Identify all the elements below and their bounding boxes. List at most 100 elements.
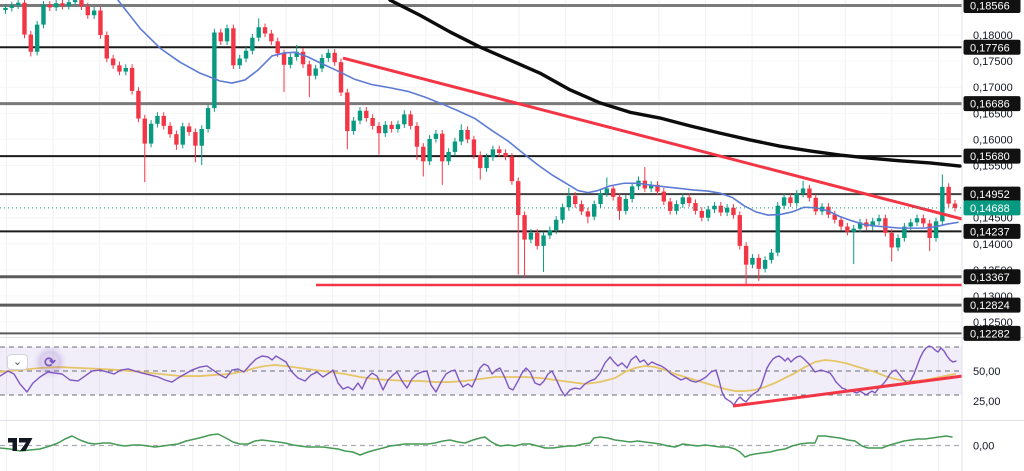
candle-body xyxy=(528,232,534,240)
candle-body xyxy=(807,188,812,198)
candle-body xyxy=(41,4,46,25)
candle-body xyxy=(212,32,217,109)
price-axis-badge-text: 0,13367 xyxy=(970,272,1010,284)
candle-body xyxy=(376,125,382,134)
candle-body xyxy=(471,139,477,156)
price-axis-label: 0,14500 xyxy=(973,213,1013,225)
candle-body xyxy=(110,58,116,66)
candle-body xyxy=(661,191,667,202)
candle-body xyxy=(718,205,723,213)
candle-body xyxy=(79,0,84,7)
price-axis-badge xyxy=(963,186,1021,202)
candle-body xyxy=(117,65,122,72)
candle-body xyxy=(9,5,15,8)
candle-body xyxy=(876,218,882,222)
candle-body xyxy=(883,218,888,233)
candle-body xyxy=(98,10,103,36)
candle-body xyxy=(218,32,223,42)
candle-body xyxy=(281,53,287,65)
candle-body xyxy=(199,128,204,146)
rsi-axis-label: 25,00 xyxy=(973,396,1001,408)
price-axis-badge xyxy=(963,0,1021,14)
candle-body xyxy=(731,207,736,216)
candle-body xyxy=(598,193,603,205)
price-axis-label: 0,16000 xyxy=(973,134,1013,146)
indicator-refresh-icon[interactable]: ⟳ xyxy=(41,353,59,371)
candle-body xyxy=(383,124,388,134)
candle-body xyxy=(838,219,844,227)
candle-body xyxy=(53,3,59,8)
candle-body xyxy=(648,184,654,189)
candle-body xyxy=(389,124,394,129)
tradingview-logo[interactable] xyxy=(8,437,34,452)
candle-body xyxy=(370,118,375,126)
candle-body xyxy=(307,64,312,76)
candle-body xyxy=(288,56,293,65)
signal-axis-label: 0,00 xyxy=(973,441,994,453)
candle-body xyxy=(497,149,502,153)
rsi-axis-label: 50,00 xyxy=(973,366,1001,378)
candle-body xyxy=(781,197,787,206)
price-axis-badge-text: 0,16686 xyxy=(970,99,1010,111)
candle-body xyxy=(357,110,363,121)
candle-body xyxy=(573,195,578,205)
candle-body xyxy=(326,52,331,59)
candle-body xyxy=(762,259,768,269)
candle-body xyxy=(186,126,192,133)
candle-body xyxy=(737,215,742,246)
price-axis-badge-text: 0,14952 xyxy=(970,189,1010,201)
candle-body xyxy=(554,219,559,231)
pane-collapse-button[interactable]: ⌄ xyxy=(7,354,28,370)
signal-line xyxy=(0,433,953,458)
candle-body xyxy=(541,235,546,246)
ma-fast-line xyxy=(117,0,959,229)
candle-body xyxy=(465,130,470,140)
candle-body xyxy=(60,3,65,6)
candle-body xyxy=(15,2,21,6)
candle-body xyxy=(72,0,78,3)
candle-body xyxy=(452,141,458,152)
price-axis-badge xyxy=(963,39,1021,55)
candle-body xyxy=(275,41,280,54)
candle-body xyxy=(294,51,299,57)
price-axis-badge xyxy=(963,96,1021,112)
candle-body xyxy=(136,90,141,119)
trendline xyxy=(342,56,964,221)
candle-body xyxy=(851,228,856,232)
candle-body xyxy=(148,123,154,144)
price-axis-badge-text: 0,12282 xyxy=(970,328,1010,340)
price-axis-badge-text: 0,15680 xyxy=(970,151,1010,163)
candle-body xyxy=(345,92,350,132)
candle-body xyxy=(34,24,40,52)
candle-body xyxy=(914,218,920,223)
candle-body xyxy=(579,204,584,212)
candle-body xyxy=(503,152,508,157)
candle-body xyxy=(940,186,945,222)
candle-body xyxy=(262,27,268,34)
candle-body xyxy=(402,114,407,125)
candle-body xyxy=(927,223,932,239)
candle-body xyxy=(269,33,274,42)
candle-body xyxy=(889,232,894,248)
candle-body xyxy=(243,50,249,59)
candle-body xyxy=(857,222,863,229)
candle-body xyxy=(655,184,660,192)
price-axis-badge-text: 0,12824 xyxy=(970,300,1010,312)
candle-body xyxy=(832,214,837,220)
chevron-down-icon: ⌄ xyxy=(12,355,23,368)
candle-body xyxy=(180,126,185,145)
candle-body xyxy=(250,37,255,51)
candle-body xyxy=(414,125,420,147)
candle-body xyxy=(693,203,698,211)
tradingview-logo-icon xyxy=(8,438,33,451)
candle-body xyxy=(623,198,629,211)
candle-body xyxy=(680,197,686,205)
candle-body xyxy=(724,207,730,213)
candle-body xyxy=(699,210,704,218)
candle-body xyxy=(104,35,109,59)
candle-body xyxy=(585,211,591,217)
candle-body xyxy=(351,120,356,132)
candle-body xyxy=(338,62,344,93)
